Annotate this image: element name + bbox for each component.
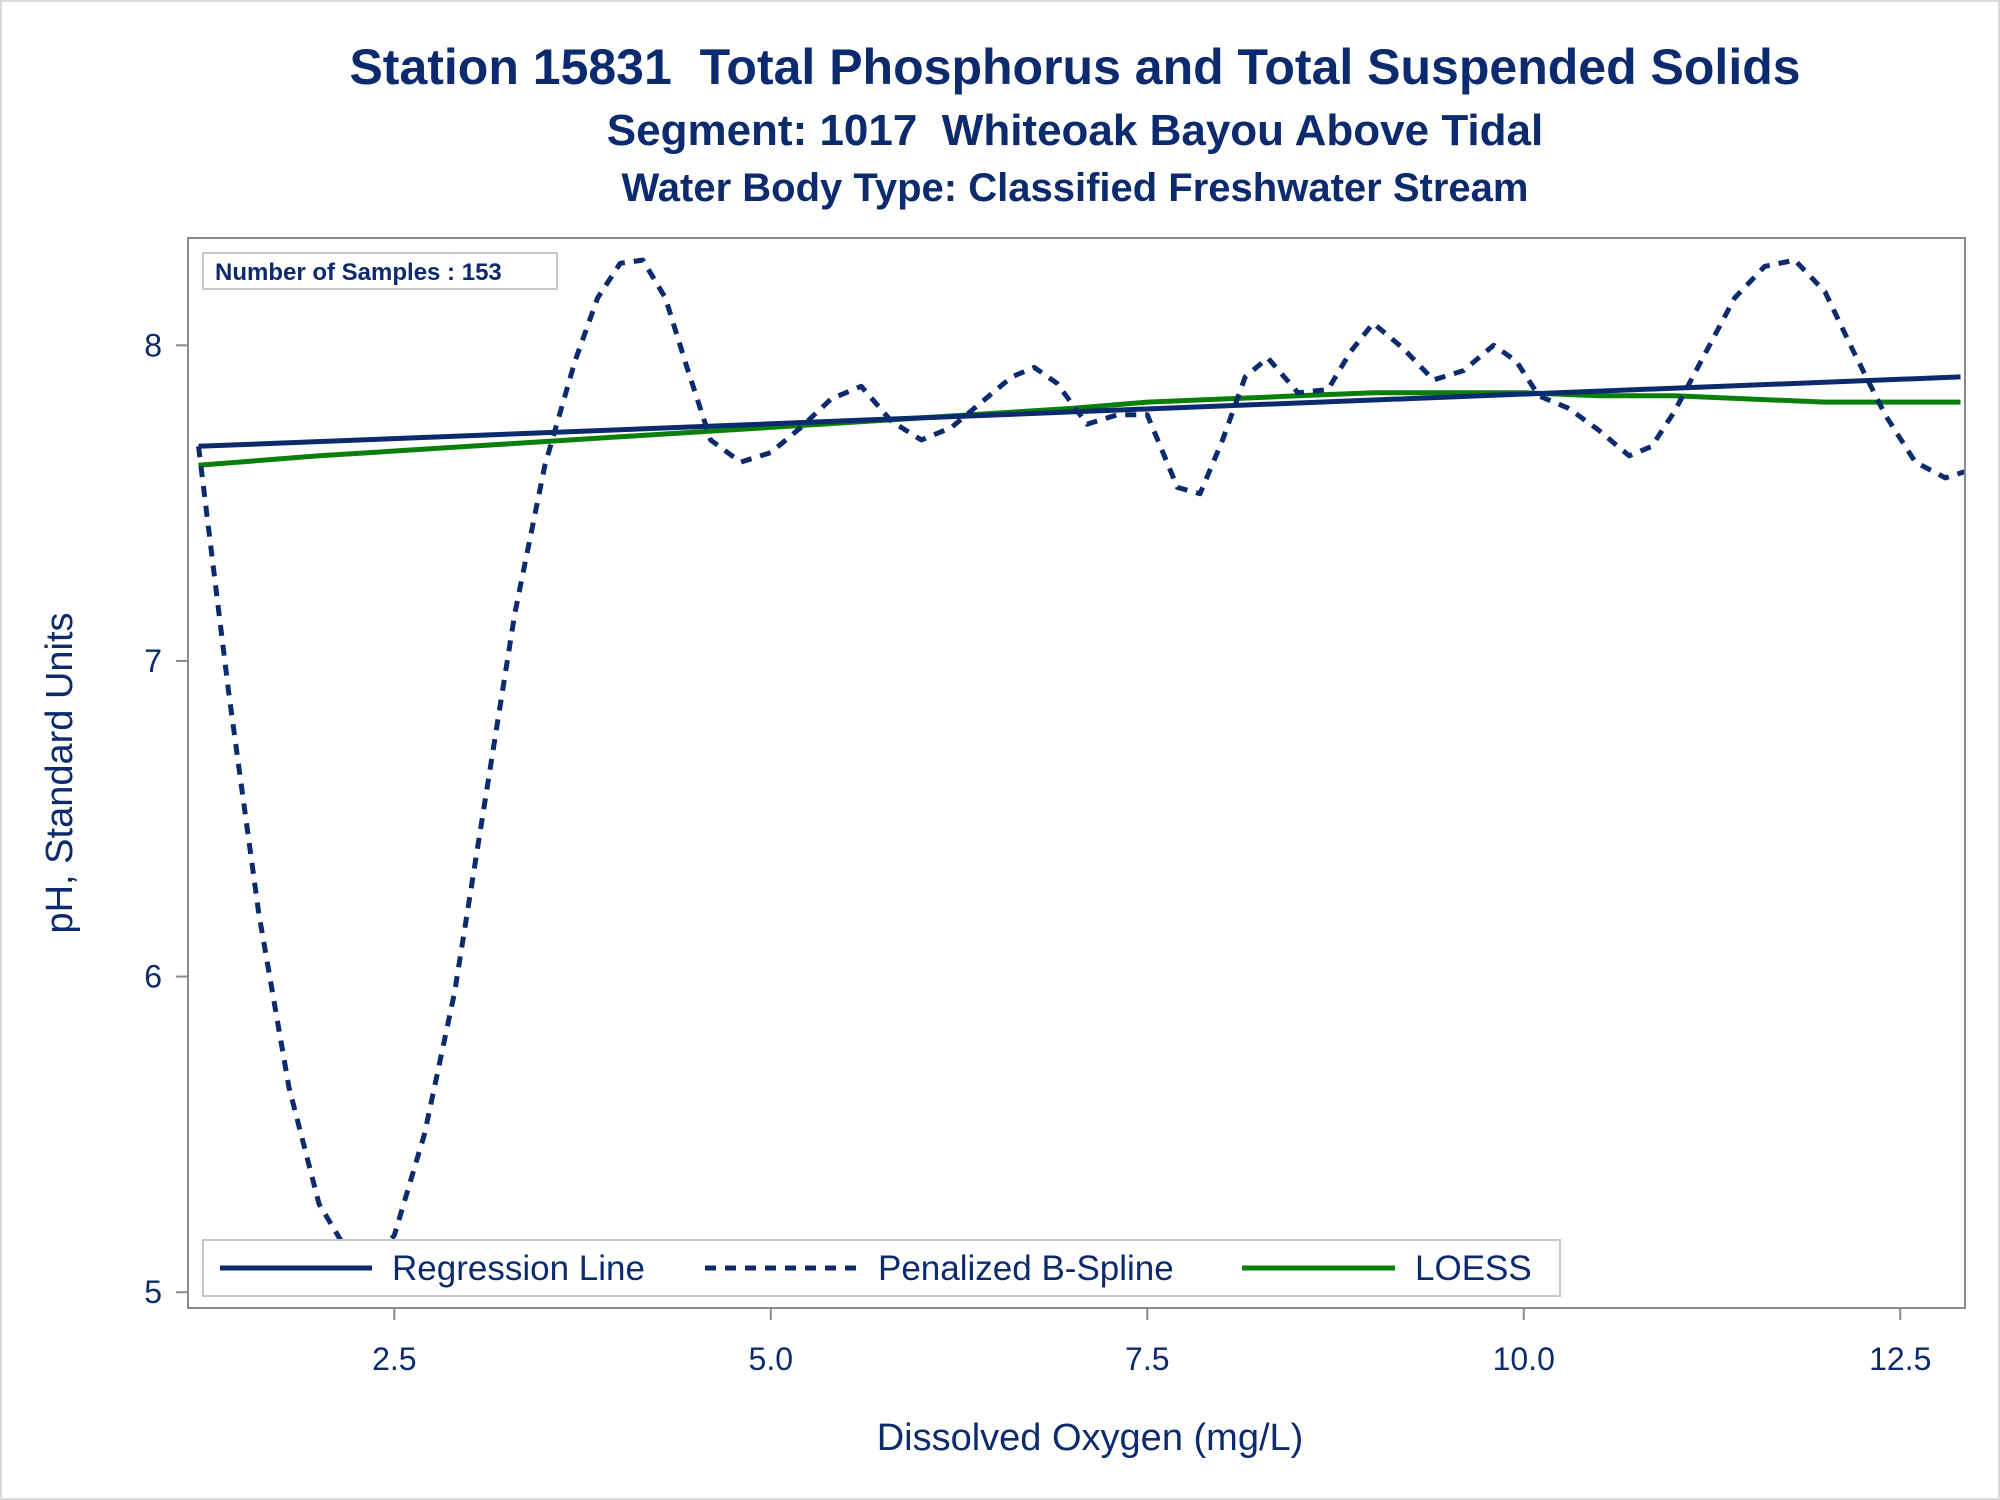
y-tick-label: 8 [144,327,162,363]
y-tick-label: 7 [144,643,162,679]
chart-subtitle-water-body: Water Body Type: Classified Freshwater S… [621,166,1529,210]
x-axis: 2.5 5.0 7.5 10.0 12.5 [372,1308,1931,1377]
x-tick-label: 10.0 [1493,1341,1555,1377]
legend-label: Regression Line [392,1249,645,1288]
legend-label: Penalized B-Spline [878,1249,1174,1288]
sample-count-label: Number of Samples : 153 [215,259,502,286]
chart-subtitle-segment: Segment: 1017 Whiteoak Bayou Above Tidal [606,106,1544,155]
x-tick-label: 7.5 [1125,1341,1169,1377]
plot-area [187,237,1966,1309]
series-line-loess [198,390,1961,468]
x-tick-label: 12.5 [1869,1341,1931,1377]
legend-label: LOESS [1415,1249,1532,1288]
x-axis-label: Dissolved Oxygen (mg/L) [877,1417,1304,1459]
x-tick-label: 5.0 [749,1341,793,1377]
y-axis-label: pH, Standard Units [39,612,81,933]
series-line-penalized-b-spline [196,257,1965,1264]
sample-count-box: Number of Samples : 153 [202,252,558,290]
chart-title: Station 15831 Total Phosphorus and Total… [349,39,1801,95]
x-tick-label: 2.5 [372,1341,416,1377]
legend: Regression Line Penalized B-Spline LOESS [202,1239,1561,1297]
y-tick-label: 5 [144,1274,162,1310]
series-layer [196,257,1965,1264]
y-axis: 5 6 7 8 [144,327,188,1310]
y-tick-label: 6 [144,959,162,995]
